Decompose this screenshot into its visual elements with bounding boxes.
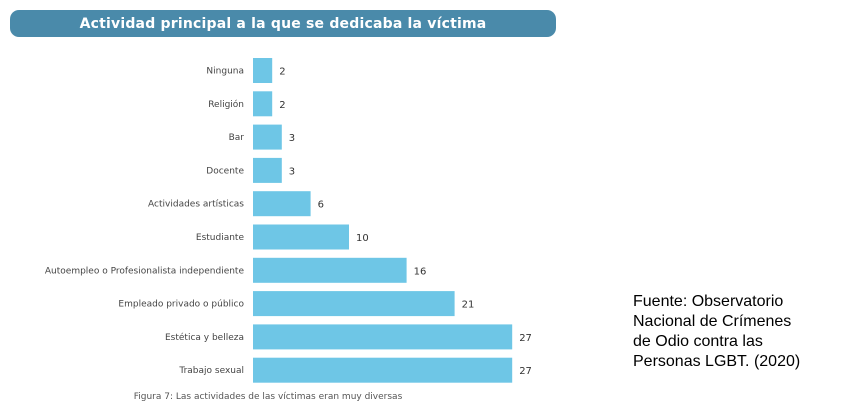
- category-label: Religión: [208, 99, 244, 110]
- category-label: Actividades artísticas: [148, 200, 244, 210]
- category-label: Autoempleo o Profesionalista independien…: [45, 266, 245, 276]
- category-label: Ninguna: [206, 67, 244, 77]
- bar: [253, 257, 407, 283]
- horizontal-bar-chart: Ninguna 2 Religión 2 Bar 3 Docente 3 Actividades…: [45, 58, 532, 383]
- category-label: Docente: [206, 166, 244, 176]
- category-label: Trabajo sexual: [178, 366, 244, 376]
- category-label: Empleado privado o público: [118, 300, 244, 310]
- bar: [253, 191, 311, 217]
- source-line-4: Personas LGBT. (2020): [633, 353, 801, 370]
- bar: [253, 124, 282, 150]
- source-note: Fuente: Observatorio Nacional de Crímene…: [633, 292, 857, 372]
- bar: [253, 157, 282, 183]
- value-label: 27: [519, 333, 532, 344]
- value-label: 2: [279, 100, 285, 111]
- bar: [253, 357, 513, 383]
- bar: [253, 324, 513, 350]
- bar: [253, 91, 273, 117]
- bar: [253, 291, 455, 317]
- value-label: 27: [519, 366, 532, 377]
- category-label: Estudiante: [196, 233, 245, 243]
- figure-caption: Figura 7: Las actividades de las víctima…: [133, 392, 403, 402]
- value-label: 3: [289, 166, 295, 177]
- value-label: 6: [318, 200, 324, 211]
- value-label: 21: [462, 300, 475, 311]
- source-line-2: Nacional de Crímenes: [633, 313, 792, 330]
- value-label: 10: [356, 233, 369, 244]
- category-label: Bar: [229, 133, 245, 143]
- value-label: 2: [279, 67, 285, 78]
- bar: [253, 58, 273, 83]
- source-line-3: de Odio contra las: [633, 333, 763, 350]
- chart-title: Actividad principal a la que se dedicaba…: [10, 10, 556, 37]
- source-line-1: Fuente: Observatorio: [633, 293, 784, 310]
- bar: [253, 224, 349, 250]
- value-label: 3: [289, 133, 295, 144]
- value-label: 16: [414, 266, 427, 277]
- category-label: Estética y belleza: [165, 332, 244, 343]
